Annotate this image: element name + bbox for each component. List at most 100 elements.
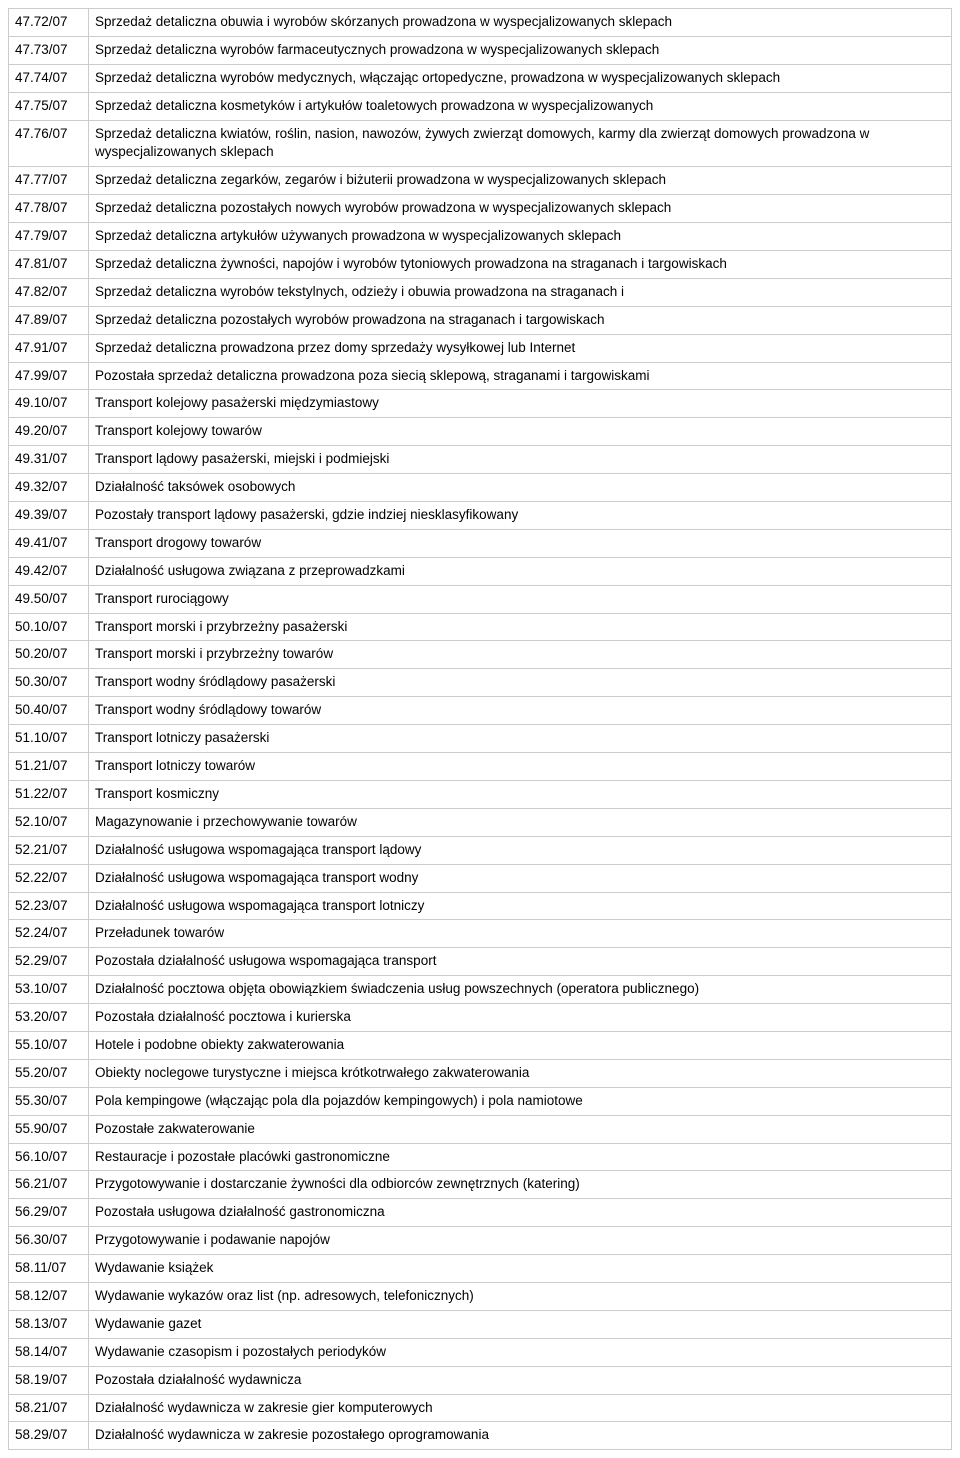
- table-row: 49.20/07Transport kolejowy towarów: [9, 418, 952, 446]
- code-cell: 55.90/07: [9, 1115, 89, 1143]
- description-cell: Pozostała sprzedaż detaliczna prowadzona…: [89, 362, 952, 390]
- description-cell: Przygotowywanie i podawanie napojów: [89, 1227, 952, 1255]
- code-cell: 51.10/07: [9, 725, 89, 753]
- description-cell: Przygotowywanie i dostarczanie żywności …: [89, 1171, 952, 1199]
- description-cell: Działalność taksówek osobowych: [89, 474, 952, 502]
- table-row: 53.10/07Działalność pocztowa objęta obow…: [9, 976, 952, 1004]
- code-cell: 52.10/07: [9, 808, 89, 836]
- table-row: 47.99/07Pozostała sprzedaż detaliczna pr…: [9, 362, 952, 390]
- description-cell: Obiekty noclegowe turystyczne i miejsca …: [89, 1059, 952, 1087]
- description-cell: Transport lądowy pasażerski, miejski i p…: [89, 446, 952, 474]
- description-cell: Transport kolejowy towarów: [89, 418, 952, 446]
- description-cell: Transport drogowy towarów: [89, 529, 952, 557]
- table-row: 49.41/07Transport drogowy towarów: [9, 529, 952, 557]
- code-cell: 49.20/07: [9, 418, 89, 446]
- description-cell: Transport lotniczy towarów: [89, 753, 952, 781]
- table-row: 49.50/07Transport rurociągowy: [9, 585, 952, 613]
- code-cell: 47.81/07: [9, 251, 89, 279]
- code-cell: 58.13/07: [9, 1310, 89, 1338]
- description-cell: Sprzedaż detaliczna pozostałych nowych w…: [89, 195, 952, 223]
- code-cell: 52.24/07: [9, 920, 89, 948]
- code-cell: 47.75/07: [9, 92, 89, 120]
- description-cell: Transport wodny śródlądowy towarów: [89, 697, 952, 725]
- code-cell: 47.89/07: [9, 306, 89, 334]
- code-cell: 51.21/07: [9, 753, 89, 781]
- table-row: 58.19/07Pozostała działalność wydawnicza: [9, 1366, 952, 1394]
- table-row: 58.14/07Wydawanie czasopism i pozostałyc…: [9, 1338, 952, 1366]
- code-cell: 55.30/07: [9, 1087, 89, 1115]
- description-cell: Działalność usługowa wspomagająca transp…: [89, 892, 952, 920]
- table-row: 52.24/07Przeładunek towarów: [9, 920, 952, 948]
- table-row: 56.10/07Restauracje i pozostałe placówki…: [9, 1143, 952, 1171]
- table-row: 47.73/07Sprzedaż detaliczna wyrobów farm…: [9, 36, 952, 64]
- description-cell: Transport morski i przybrzeżny pasażersk…: [89, 613, 952, 641]
- table-row: 52.29/07Pozostała działalność usługowa w…: [9, 948, 952, 976]
- description-cell: Restauracje i pozostałe placówki gastron…: [89, 1143, 952, 1171]
- table-row: 51.10/07Transport lotniczy pasażerski: [9, 725, 952, 753]
- code-cell: 49.32/07: [9, 474, 89, 502]
- table-row: 50.20/07Transport morski i przybrzeżny t…: [9, 641, 952, 669]
- code-cell: 53.10/07: [9, 976, 89, 1004]
- code-cell: 58.11/07: [9, 1255, 89, 1283]
- code-cell: 49.10/07: [9, 390, 89, 418]
- code-cell: 52.23/07: [9, 892, 89, 920]
- description-cell: Magazynowanie i przechowywanie towarów: [89, 808, 952, 836]
- table-row: 51.22/07Transport kosmiczny: [9, 780, 952, 808]
- description-cell: Sprzedaż detaliczna prowadzona przez dom…: [89, 334, 952, 362]
- code-cell: 56.30/07: [9, 1227, 89, 1255]
- description-cell: Pozostałe zakwaterowanie: [89, 1115, 952, 1143]
- description-cell: Działalność pocztowa objęta obowiązkiem …: [89, 976, 952, 1004]
- description-cell: Sprzedaż detaliczna kwiatów, roślin, nas…: [89, 120, 952, 167]
- classification-table: 47.72/07Sprzedaż detaliczna obuwia i wyr…: [8, 8, 952, 1450]
- table-row: 56.21/07Przygotowywanie i dostarczanie ż…: [9, 1171, 952, 1199]
- table-row: 56.30/07Przygotowywanie i podawanie napo…: [9, 1227, 952, 1255]
- description-cell: Pozostała działalność wydawnicza: [89, 1366, 952, 1394]
- code-cell: 55.20/07: [9, 1059, 89, 1087]
- table-row: 58.29/07Działalność wydawnicza w zakresi…: [9, 1422, 952, 1450]
- table-row: 58.13/07Wydawanie gazet: [9, 1310, 952, 1338]
- table-row: 47.75/07Sprzedaż detaliczna kosmetyków i…: [9, 92, 952, 120]
- code-cell: 52.22/07: [9, 864, 89, 892]
- code-cell: 56.29/07: [9, 1199, 89, 1227]
- code-cell: 56.21/07: [9, 1171, 89, 1199]
- description-cell: Transport rurociągowy: [89, 585, 952, 613]
- description-cell: Sprzedaż detaliczna wyrobów farmaceutycz…: [89, 36, 952, 64]
- description-cell: Transport kosmiczny: [89, 780, 952, 808]
- description-cell: Pozostała działalność usługowa wspomagaj…: [89, 948, 952, 976]
- table-row: 49.31/07Transport lądowy pasażerski, mie…: [9, 446, 952, 474]
- description-cell: Działalność wydawnicza w zakresie pozost…: [89, 1422, 952, 1450]
- description-cell: Działalność usługowa wspomagająca transp…: [89, 836, 952, 864]
- code-cell: 47.82/07: [9, 278, 89, 306]
- code-cell: 49.39/07: [9, 502, 89, 530]
- table-row: 55.20/07Obiekty noclegowe turystyczne i …: [9, 1059, 952, 1087]
- table-row: 55.10/07Hotele i podobne obiekty zakwate…: [9, 1031, 952, 1059]
- code-cell: 58.29/07: [9, 1422, 89, 1450]
- table-row: 51.21/07Transport lotniczy towarów: [9, 753, 952, 781]
- table-row: 52.21/07Działalność usługowa wspomagając…: [9, 836, 952, 864]
- table-row: 49.10/07Transport kolejowy pasażerski mi…: [9, 390, 952, 418]
- table-row: 52.10/07Magazynowanie i przechowywanie t…: [9, 808, 952, 836]
- table-row: 47.72/07Sprzedaż detaliczna obuwia i wyr…: [9, 9, 952, 37]
- table-row: 49.32/07Działalność taksówek osobowych: [9, 474, 952, 502]
- description-cell: Pola kempingowe (włączając pola dla poja…: [89, 1087, 952, 1115]
- table-row: 47.81/07Sprzedaż detaliczna żywności, na…: [9, 251, 952, 279]
- description-cell: Wydawanie książek: [89, 1255, 952, 1283]
- table-row: 47.77/07Sprzedaż detaliczna zegarków, ze…: [9, 167, 952, 195]
- table-row: 49.42/07Działalność usługowa związana z …: [9, 557, 952, 585]
- description-cell: Sprzedaż detaliczna pozostałych wyrobów …: [89, 306, 952, 334]
- description-cell: Hotele i podobne obiekty zakwaterowania: [89, 1031, 952, 1059]
- description-cell: Transport lotniczy pasażerski: [89, 725, 952, 753]
- description-cell: Sprzedaż detaliczna zegarków, zegarów i …: [89, 167, 952, 195]
- description-cell: Transport kolejowy pasażerski międzymias…: [89, 390, 952, 418]
- description-cell: Wydawanie gazet: [89, 1310, 952, 1338]
- description-cell: Pozostała działalność pocztowa i kuriers…: [89, 1004, 952, 1032]
- code-cell: 58.21/07: [9, 1394, 89, 1422]
- table-row: 55.30/07Pola kempingowe (włączając pola …: [9, 1087, 952, 1115]
- code-cell: 56.10/07: [9, 1143, 89, 1171]
- description-cell: Sprzedaż detaliczna wyrobów tekstylnych,…: [89, 278, 952, 306]
- code-cell: 49.41/07: [9, 529, 89, 557]
- description-cell: Wydawanie czasopism i pozostałych period…: [89, 1338, 952, 1366]
- table-row: 47.74/07Sprzedaż detaliczna wyrobów medy…: [9, 64, 952, 92]
- code-cell: 49.42/07: [9, 557, 89, 585]
- description-cell: Pozostały transport lądowy pasażerski, g…: [89, 502, 952, 530]
